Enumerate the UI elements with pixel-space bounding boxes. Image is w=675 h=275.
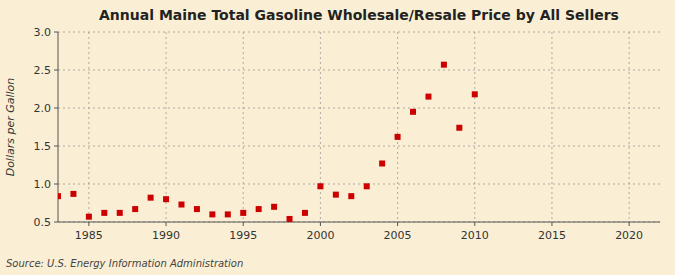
tick-label: 1995 bbox=[229, 229, 257, 242]
tick-label: 2020 bbox=[615, 229, 643, 242]
tick bbox=[54, 222, 58, 223]
point bbox=[163, 196, 169, 202]
point bbox=[148, 195, 154, 201]
tick bbox=[397, 222, 398, 226]
tick bbox=[54, 70, 58, 71]
points bbox=[58, 62, 478, 222]
grid-line bbox=[58, 70, 660, 71]
tick-label: 3.0 bbox=[34, 26, 52, 39]
grid bbox=[58, 32, 660, 222]
tick bbox=[243, 222, 244, 226]
point bbox=[70, 191, 76, 197]
grid-line bbox=[243, 32, 244, 222]
grid-line bbox=[58, 146, 660, 147]
point bbox=[410, 109, 416, 115]
tick bbox=[54, 108, 58, 109]
tick-label: 2000 bbox=[306, 229, 334, 242]
point bbox=[271, 204, 277, 210]
tick-label: 1.0 bbox=[34, 178, 52, 191]
grid-line bbox=[474, 32, 475, 222]
point bbox=[256, 206, 262, 212]
point bbox=[194, 206, 200, 212]
tick bbox=[320, 222, 321, 226]
point bbox=[395, 134, 401, 140]
tick bbox=[474, 222, 475, 226]
point bbox=[240, 210, 246, 216]
background bbox=[0, 0, 675, 275]
y-axis-label: Dollars per Gallon bbox=[4, 78, 17, 177]
point bbox=[58, 193, 61, 199]
point bbox=[348, 193, 354, 199]
point bbox=[209, 211, 215, 217]
point bbox=[302, 210, 308, 216]
tick-label: 2010 bbox=[461, 229, 489, 242]
grid-line bbox=[58, 32, 660, 33]
point bbox=[364, 183, 370, 189]
point bbox=[225, 211, 231, 217]
grid-line bbox=[58, 184, 660, 185]
point bbox=[379, 160, 385, 166]
point bbox=[287, 216, 293, 222]
tick-label: 2.0 bbox=[34, 102, 52, 115]
point bbox=[441, 62, 447, 68]
tick bbox=[551, 222, 552, 226]
grid-line bbox=[397, 32, 398, 222]
title: Annual Maine Total Gasoline Wholesale/Re… bbox=[99, 7, 619, 23]
tick-label: 0.5 bbox=[34, 216, 52, 229]
point bbox=[333, 192, 339, 198]
tick bbox=[54, 32, 58, 33]
point bbox=[317, 183, 323, 189]
tick bbox=[88, 222, 89, 226]
tick-label: 1.5 bbox=[34, 140, 52, 153]
point bbox=[86, 214, 92, 220]
point bbox=[425, 94, 431, 100]
point bbox=[178, 202, 184, 208]
point bbox=[101, 210, 107, 216]
grid-line bbox=[166, 32, 167, 222]
point bbox=[456, 125, 462, 131]
tick bbox=[166, 222, 167, 226]
grid-line bbox=[551, 32, 552, 222]
grid-line bbox=[58, 108, 660, 109]
point bbox=[132, 206, 138, 212]
grid-line bbox=[629, 32, 630, 222]
point bbox=[117, 210, 123, 216]
grid-line bbox=[88, 32, 89, 222]
tick bbox=[629, 222, 630, 226]
tick bbox=[54, 184, 58, 185]
grid-line bbox=[320, 32, 321, 222]
x-axis bbox=[58, 222, 660, 223]
point bbox=[472, 91, 478, 97]
tick-label: 2005 bbox=[384, 229, 412, 242]
source-note: Source: U.S. Energy Information Administ… bbox=[6, 258, 243, 269]
chart: Annual Maine Total Gasoline Wholesale/Re… bbox=[0, 0, 675, 275]
grid-line bbox=[58, 222, 660, 223]
tick-label: 1985 bbox=[75, 229, 103, 242]
tick-label: 2.5 bbox=[34, 64, 52, 77]
tick-label: 2015 bbox=[538, 229, 566, 242]
tick-label: 1990 bbox=[152, 229, 180, 242]
tick bbox=[54, 146, 58, 147]
